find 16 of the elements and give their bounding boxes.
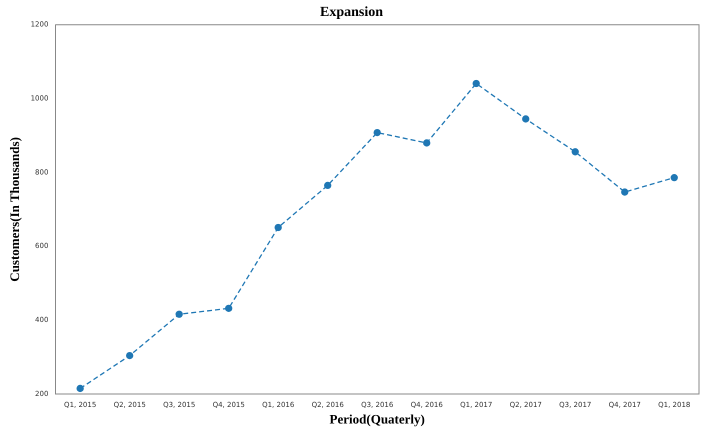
x-axis-title: Period(Quaterly) <box>330 412 425 427</box>
point <box>572 148 579 156</box>
point <box>621 188 628 196</box>
point <box>274 224 282 232</box>
point <box>670 174 678 182</box>
chart-title: Expansion <box>320 5 384 20</box>
point <box>176 310 183 318</box>
point <box>374 128 381 136</box>
point <box>423 139 430 147</box>
point <box>324 182 332 190</box>
point <box>126 352 134 360</box>
y-axis-title: Customers(In Thousands) <box>7 137 22 282</box>
point <box>76 384 84 392</box>
point <box>472 80 480 88</box>
point <box>522 115 530 123</box>
point <box>225 304 232 312</box>
